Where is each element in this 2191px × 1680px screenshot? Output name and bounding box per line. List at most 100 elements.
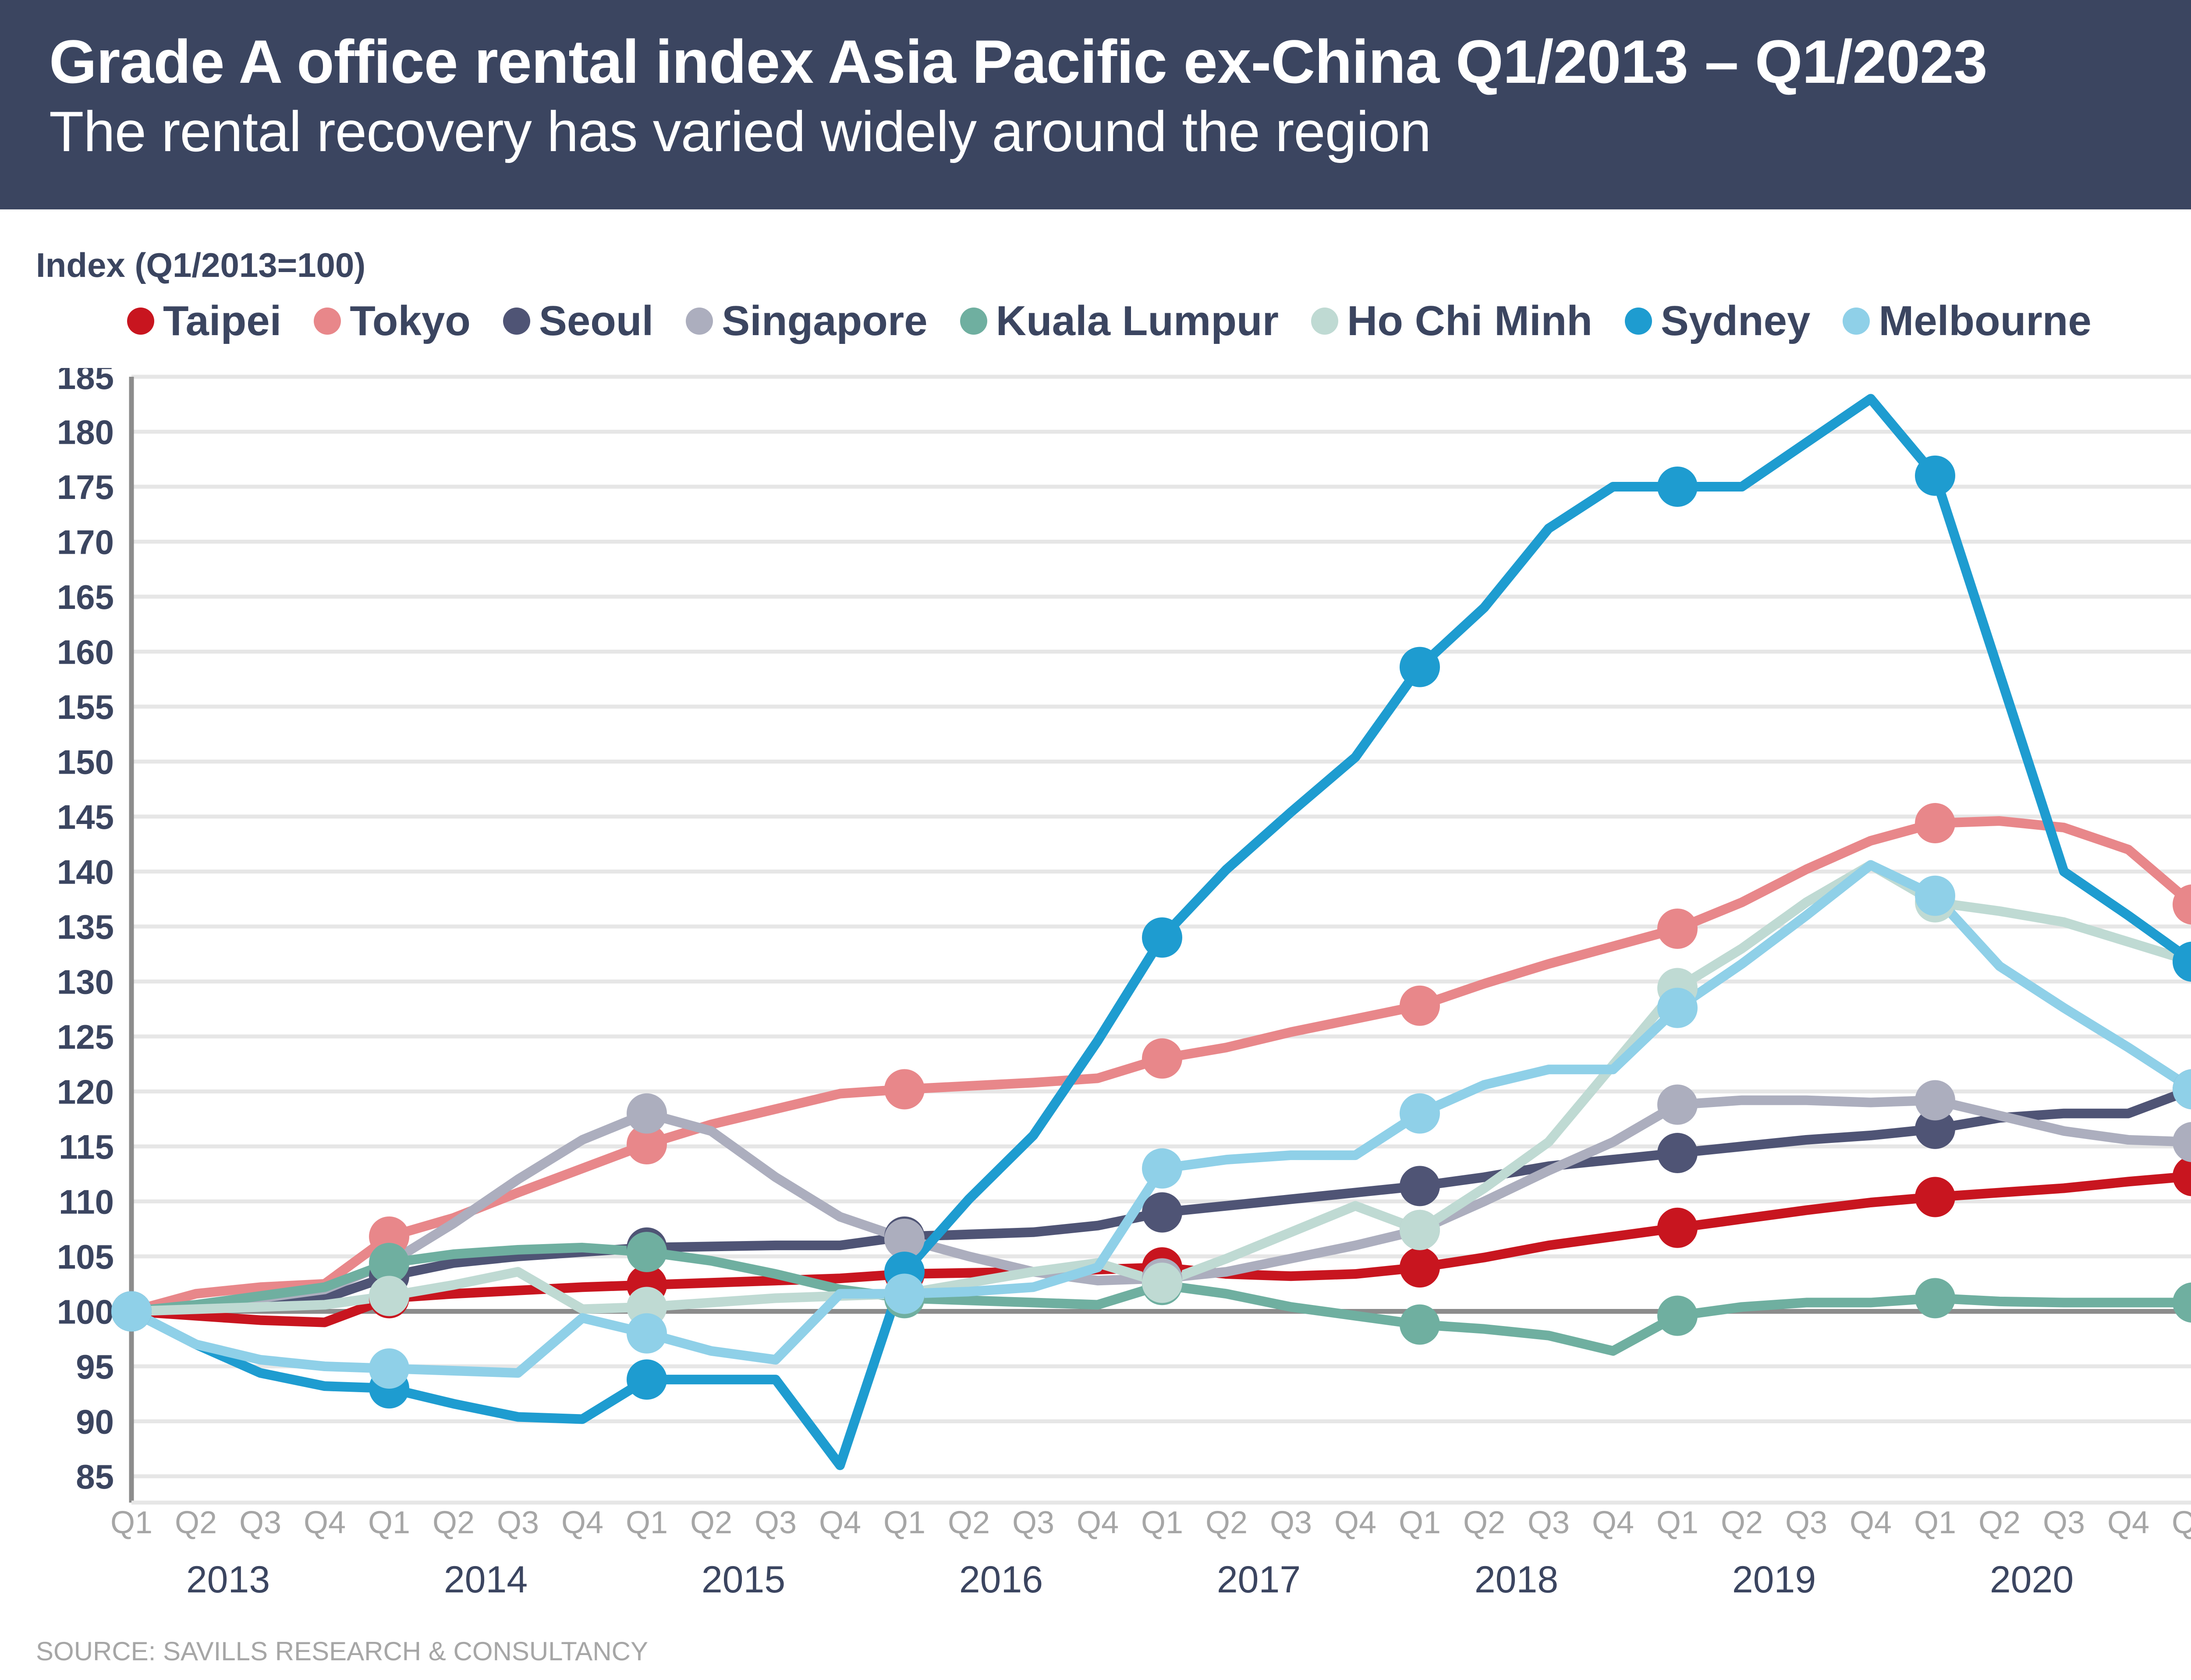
legend-marker-icon — [960, 308, 987, 335]
x-axis-quarter-label: Q4 — [1592, 1505, 1634, 1540]
legend-item-singapore[interactable]: Singapore — [686, 300, 928, 342]
legend-item-label: Seoul — [539, 297, 654, 344]
y-axis-tick-label: 100 — [57, 1293, 114, 1331]
legend-item-label: Tokyo — [350, 297, 471, 344]
legend-item-label: Kuala Lumpur — [996, 297, 1279, 344]
x-axis-quarter-label: Q3 — [755, 1505, 797, 1540]
legend-item-seoul[interactable]: Seoul — [503, 300, 653, 342]
data-point-marker — [2173, 884, 2191, 925]
data-point-marker — [369, 1348, 409, 1389]
header-band: Grade A office rental index Asia Pacific… — [0, 0, 2191, 209]
y-axis-tick-label: 165 — [57, 578, 114, 616]
x-axis-year-label: 2020 — [1990, 1559, 2074, 1601]
page-title: Grade A office rental index Asia Pacific… — [49, 27, 1988, 96]
x-axis-quarter-label: Q4 — [2107, 1505, 2149, 1540]
data-point-marker — [627, 1359, 667, 1400]
data-point-marker — [1400, 1247, 1440, 1288]
y-axis-tick-label: 170 — [57, 523, 114, 562]
x-axis-quarter-label: Q3 — [1270, 1505, 1312, 1540]
x-axis-quarter-label: Q2 — [1721, 1505, 1763, 1540]
data-point-marker — [2173, 1122, 2191, 1162]
x-axis-quarter-label: Q2 — [1463, 1505, 1505, 1540]
data-point-marker — [1400, 1093, 1440, 1134]
x-axis-quarter-label: Q3 — [1012, 1505, 1054, 1540]
y-axis-tick-label: 175 — [57, 468, 114, 506]
data-point-marker — [1142, 1148, 1182, 1189]
legend-item-melbourne[interactable]: Melbourne — [1843, 297, 2092, 344]
data-point-marker — [627, 1231, 667, 1272]
x-axis-quarter-label: Q1 — [368, 1505, 410, 1540]
x-axis-quarter-label: Q3 — [2043, 1505, 2085, 1540]
data-point-marker — [1915, 803, 1955, 844]
y-axis-tick-label: 120 — [57, 1073, 114, 1111]
data-point-marker — [884, 1273, 925, 1314]
x-axis-quarter-label: Q4 — [819, 1505, 861, 1540]
chart-legend: Taipei Tokyo Seoul Singapore Kuala Lumpur Ho … — [127, 300, 2124, 342]
data-point-marker — [1915, 1177, 1955, 1217]
plot-area: 185 180 175 170 165 160 155 150 145 140 135 130 125 1… — [0, 368, 2191, 1507]
y-axis-tick-label: 115 — [59, 1128, 114, 1166]
x-axis-quarter-label: Q4 — [1077, 1505, 1119, 1540]
legend-item-label: Sydney — [1660, 297, 1811, 344]
x-axis-labels: Q1 Q2 Q3 Q4 Q1 Q2 Q3 Q4 Q1 Q2 Q3 Q4 Q1 Q2 Q3 Q4 Q1 Q2 Q3 Q4… — [110, 1505, 2191, 1601]
legend-item-tokyo[interactable]: Tokyo — [314, 300, 471, 342]
x-axis-quarter-label: Q1 — [1914, 1505, 1956, 1540]
x-axis-quarter-label: Q3 — [1528, 1505, 1570, 1540]
y-axis-tick-label: 160 — [57, 633, 114, 672]
data-point-marker — [1400, 1210, 1440, 1250]
y-axis-tick-label: 140 — [57, 853, 114, 891]
legend-item-label: Taipei — [163, 297, 282, 344]
data-point-marker — [884, 1218, 925, 1259]
y-axis-tick-label: 180 — [57, 413, 114, 452]
x-axis-quarter-label: Q4 — [561, 1505, 603, 1540]
x-axis-quarter-label: Q3 — [239, 1505, 281, 1540]
data-point-marker — [369, 1243, 409, 1284]
data-point-marker — [2173, 1282, 2191, 1323]
data-point-marker — [1142, 1263, 1182, 1303]
legend-item-label: Melbourne — [1879, 297, 2092, 344]
y-axis-tick-label: 155 — [57, 688, 114, 726]
legend-item-sydney[interactable]: Sydney — [1624, 297, 1811, 344]
data-point-marker — [627, 1313, 667, 1354]
x-axis-quarter-label: Q2 — [1205, 1505, 1248, 1540]
x-axis-quarter-label: Q1 — [626, 1505, 668, 1540]
data-point-marker — [1400, 1304, 1440, 1345]
data-point-marker — [1400, 647, 1440, 687]
data-point-marker — [1142, 1192, 1182, 1233]
y-axis-tick-label: 90 — [76, 1403, 114, 1441]
y-axis-tick-label: 130 — [57, 963, 114, 1001]
y-axis-tick-label: 185 — [57, 368, 114, 396]
y-axis-tick-label: 110 — [59, 1183, 114, 1221]
data-point-marker — [1657, 987, 1698, 1028]
x-axis-year-label: 2018 — [1475, 1559, 1558, 1601]
data-point-marker — [2173, 941, 2191, 982]
x-axis-quarter-label: Q2 — [175, 1505, 217, 1540]
data-point-marker — [1915, 1278, 1955, 1319]
legend-marker-icon — [314, 308, 341, 335]
data-point-marker — [1657, 1295, 1698, 1336]
legend-marker-icon — [1311, 308, 1339, 335]
data-point-marker — [627, 1124, 667, 1164]
y-axis-tick-label: 135 — [57, 908, 114, 946]
x-axis-year-label: 2016 — [959, 1559, 1043, 1601]
x-axis-quarter-label: Q2 — [690, 1505, 732, 1540]
y-axis-tick-label: 105 — [57, 1238, 114, 1276]
x-axis-quarter-label: Q4 — [1850, 1505, 1892, 1540]
legend-item-kuala-lumpur[interactable]: Kuala Lumpur — [960, 300, 1279, 342]
legend-marker-icon — [1843, 308, 1870, 335]
data-point-marker — [111, 1291, 152, 1332]
y-axis-tick-label: 150 — [57, 743, 114, 782]
axis-unit-caption: Index (Q1/2013=100) — [36, 246, 366, 284]
legend-item-ho-chi-minh[interactable]: Ho Chi Minh — [1311, 300, 1592, 342]
x-axis-quarter-label: Q1 — [2172, 1505, 2191, 1540]
y-axis-tick-label: 95 — [76, 1348, 114, 1386]
x-axis-quarter-label: Q2 — [948, 1505, 990, 1540]
data-point-marker — [1915, 875, 1955, 916]
data-point-marker — [1657, 1084, 1698, 1125]
x-axis-quarter-label: Q4 — [1334, 1505, 1376, 1540]
data-point-marker — [1142, 917, 1182, 958]
y-axis-tick-label: 125 — [57, 1018, 114, 1056]
legend-marker-icon — [686, 308, 713, 335]
legend-item-taipei[interactable]: Taipei — [127, 300, 281, 342]
